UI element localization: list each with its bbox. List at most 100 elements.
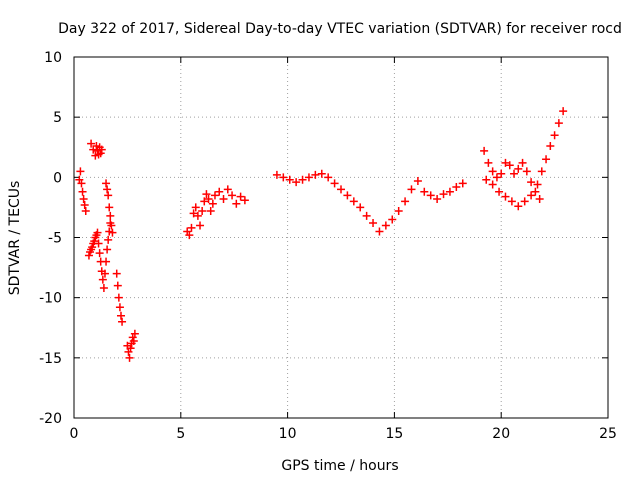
data-point: [550, 131, 559, 140]
data-point: [79, 194, 88, 203]
data-point: [482, 175, 491, 184]
data-point: [113, 281, 122, 290]
data-point: [394, 207, 403, 216]
data-point: [518, 158, 527, 167]
data-point: [433, 194, 442, 203]
data-point: [84, 251, 93, 260]
data-point: [240, 196, 249, 205]
label-layer: Day 322 of 2017, Sidereal Day-to-day VTE…: [7, 21, 622, 474]
data-point: [420, 187, 429, 196]
y-tick-label: -10: [39, 291, 62, 307]
data-point: [102, 257, 111, 266]
x-tick-label: 0: [70, 426, 79, 442]
data-point: [106, 211, 115, 220]
data-point: [514, 164, 523, 173]
data-point: [356, 203, 365, 212]
data-point: [78, 187, 87, 196]
data-point: [520, 197, 529, 206]
data-point: [388, 215, 397, 224]
data-point: [99, 284, 108, 293]
data-point: [527, 178, 536, 187]
data-point: [125, 353, 134, 362]
x-tick-label: 10: [279, 426, 297, 442]
data-point: [223, 185, 232, 194]
data-point: [311, 170, 320, 179]
data-point: [189, 209, 198, 218]
grid-layer: [74, 57, 608, 418]
data-point: [439, 190, 448, 199]
data-point: [531, 187, 540, 196]
data-point: [445, 187, 454, 196]
data-point: [93, 228, 102, 237]
data-point: [116, 311, 125, 320]
data-layer: [75, 107, 568, 362]
data-point: [559, 107, 568, 116]
data-point: [272, 170, 281, 179]
data-point: [115, 303, 124, 312]
data-point: [505, 161, 514, 170]
data-point: [80, 201, 89, 210]
data-point: [228, 191, 237, 200]
plot-border: [73, 56, 609, 419]
data-point: [90, 237, 99, 246]
data-point: [337, 185, 345, 194]
data-point: [98, 275, 107, 284]
data-point: [510, 169, 519, 178]
data-point: [285, 175, 294, 184]
data-point: [232, 199, 241, 208]
data-point: [104, 235, 113, 244]
data-point: [107, 221, 116, 230]
data-point: [196, 221, 205, 230]
x-tick-label: 5: [176, 426, 185, 442]
data-point: [185, 231, 194, 240]
data-point: [130, 329, 139, 338]
data-point: [292, 178, 301, 187]
y-tick-label: 5: [53, 110, 62, 126]
data-point: [204, 194, 213, 203]
data-point: [501, 158, 510, 167]
x-tick-label: 25: [599, 426, 617, 442]
data-point: [407, 185, 416, 194]
data-point: [104, 191, 113, 200]
data-point: [202, 190, 211, 199]
data-point: [126, 344, 135, 353]
data-point: [546, 142, 555, 151]
data-point: [76, 167, 85, 176]
y-tick-label: -5: [48, 231, 62, 247]
data-point: [401, 197, 410, 206]
data-point: [522, 167, 531, 176]
data-point: [193, 211, 202, 220]
data-point: [112, 269, 121, 278]
y-axis-label: SDTVAR / TECUs: [7, 181, 23, 296]
data-point: [480, 146, 489, 155]
data-point: [96, 149, 105, 158]
data-point: [426, 191, 435, 200]
data-point: [200, 197, 209, 206]
y-tick-label: 0: [53, 170, 62, 186]
data-point: [102, 179, 111, 188]
data-point: [458, 179, 467, 188]
data-point: [542, 155, 551, 164]
data-point: [129, 336, 138, 345]
data-point: [492, 173, 501, 182]
data-point: [187, 223, 196, 232]
y-tick-label: 10: [44, 50, 62, 66]
data-point: [497, 169, 506, 178]
data-point: [81, 207, 90, 216]
data-point: [97, 145, 106, 154]
data-point: [484, 158, 493, 167]
chart-title: Day 322 of 2017, Sidereal Day-to-day VTE…: [58, 21, 622, 37]
data-point: [349, 197, 358, 206]
data-point: [87, 139, 96, 148]
data-point: [330, 179, 339, 188]
data-point: [452, 182, 461, 191]
data-point: [219, 194, 228, 203]
data-point: [114, 293, 123, 302]
data-point: [118, 317, 127, 326]
data-point: [210, 191, 219, 200]
data-point: [362, 211, 371, 220]
data-point: [317, 169, 326, 178]
x-tick-label: 20: [492, 426, 510, 442]
